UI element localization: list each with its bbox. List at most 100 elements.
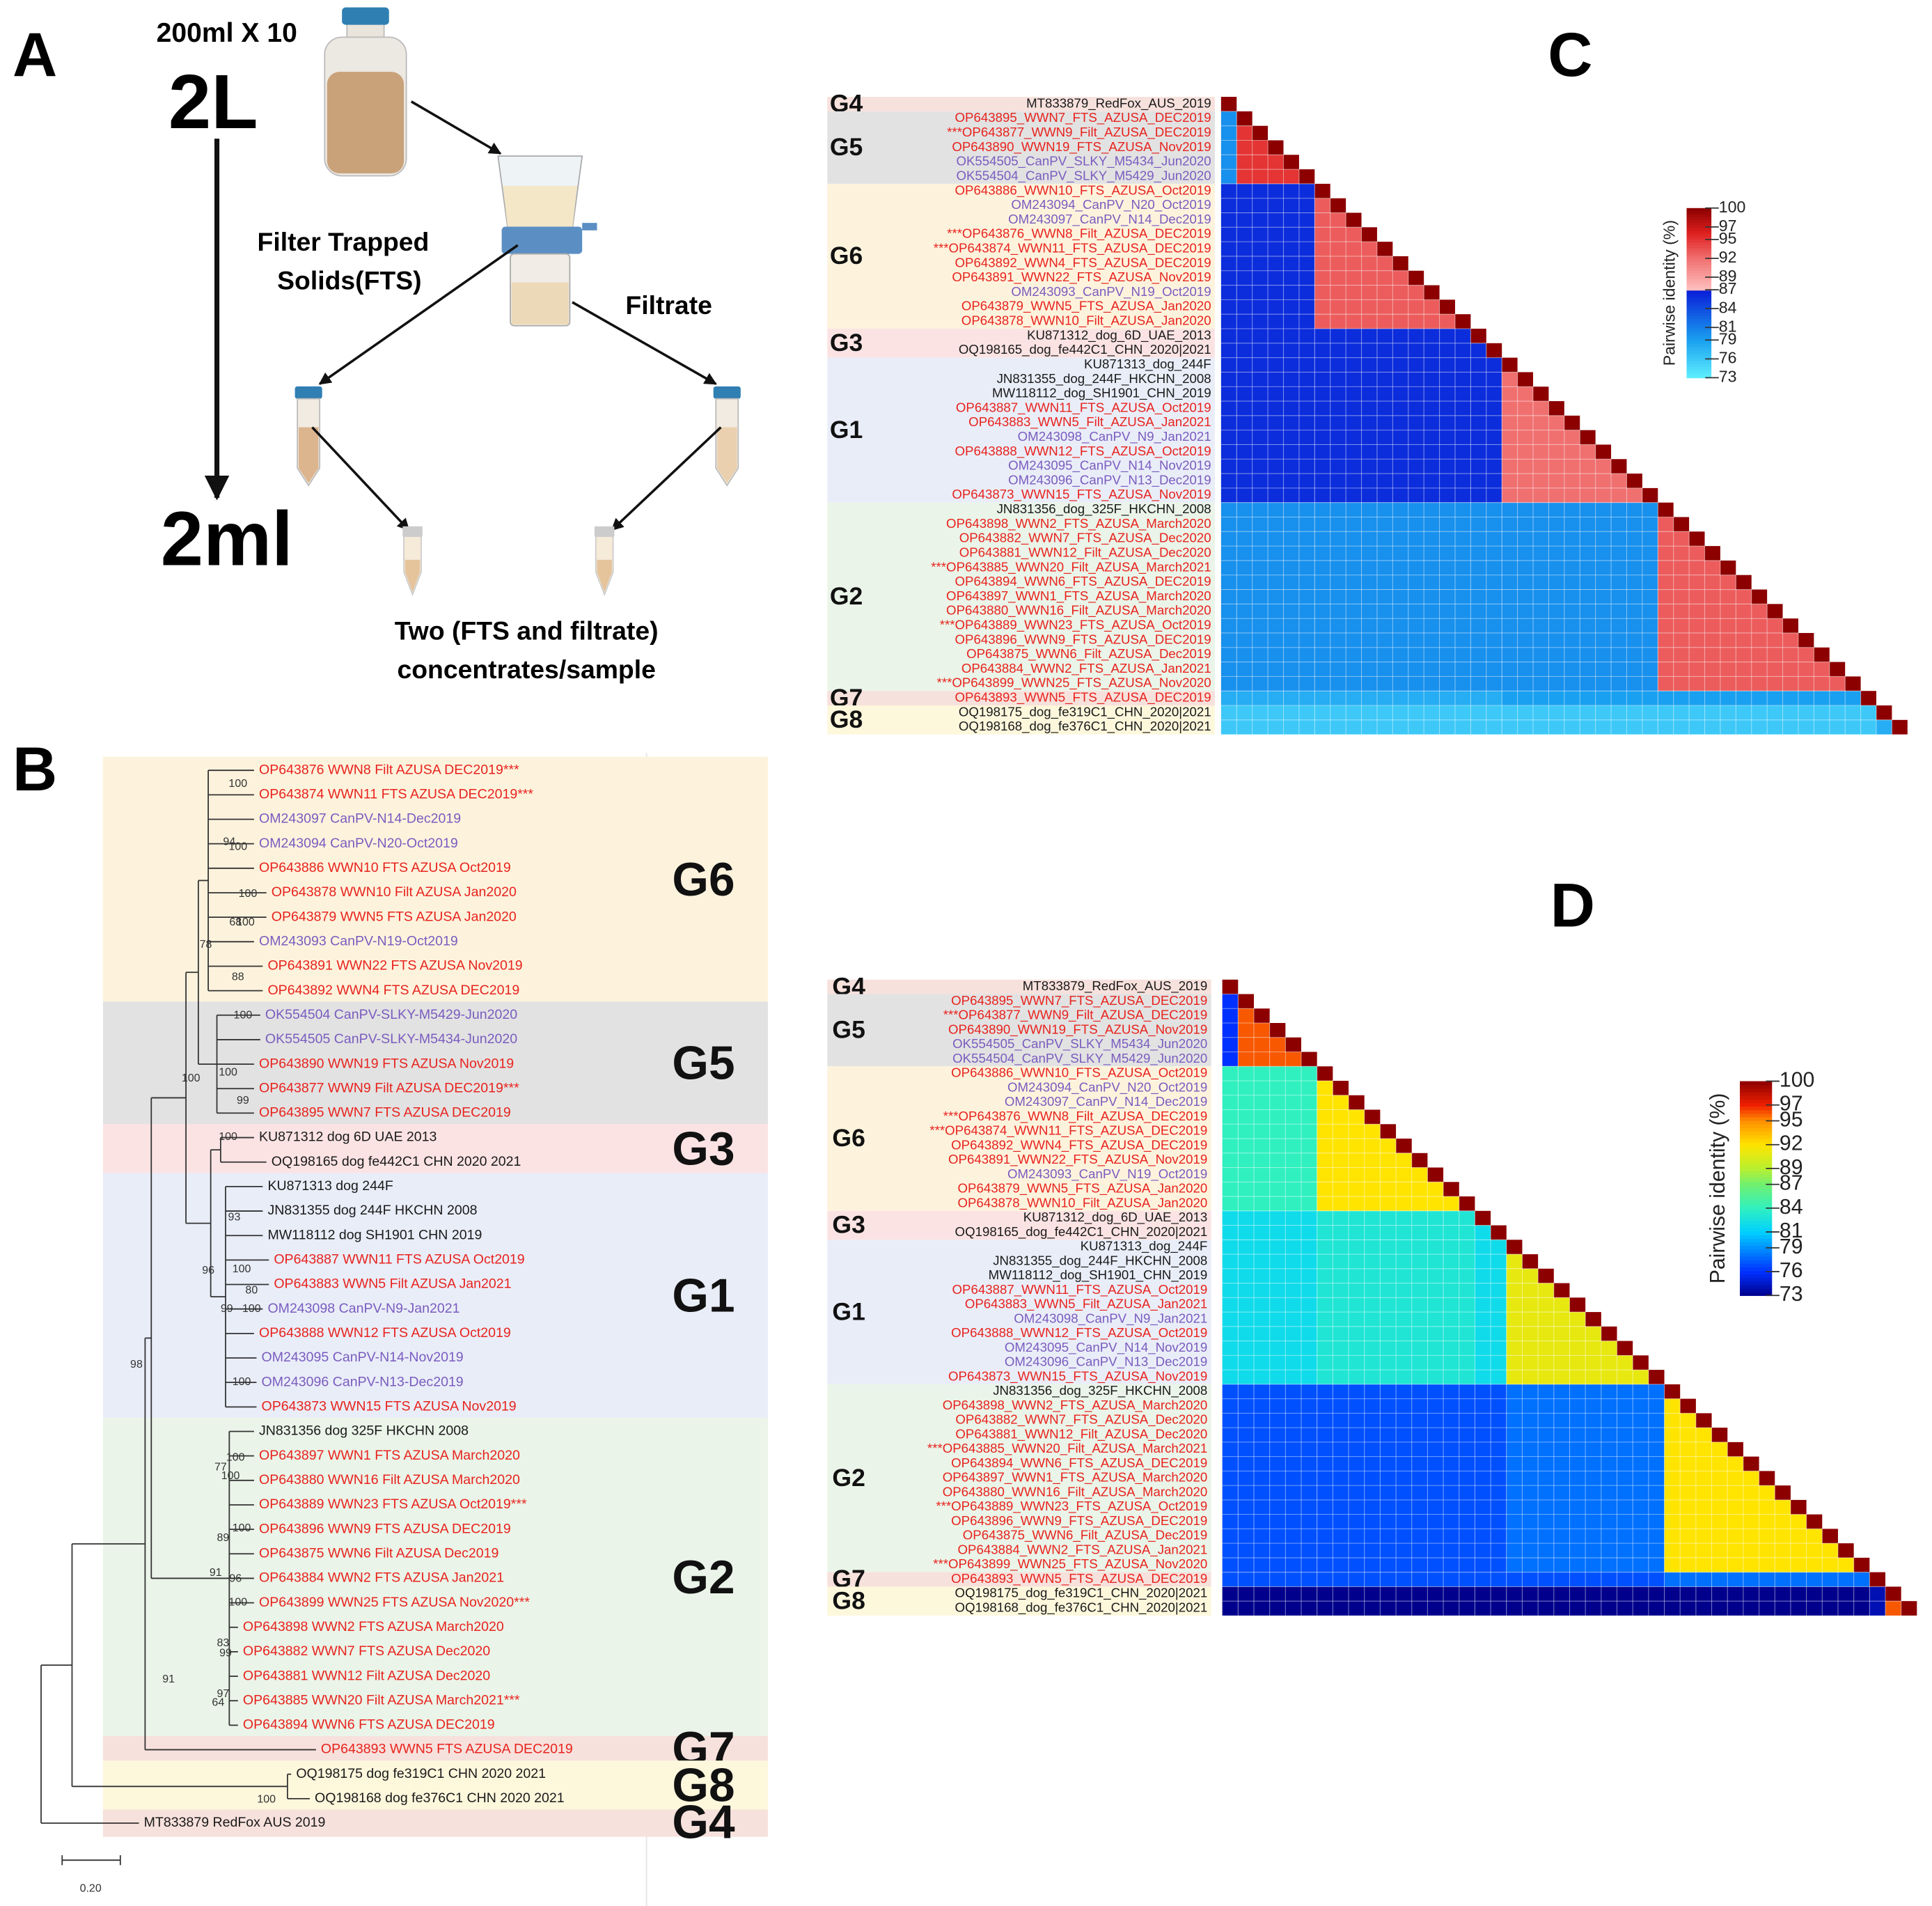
heat-block <box>1869 1586 1885 1616</box>
heat-block <box>1238 1210 1317 1240</box>
heat-block <box>1236 691 1315 705</box>
leaf-label: OK554505 CanPV-SLKY-M5434-Jun2020 <box>265 1031 517 1047</box>
group-box <box>827 691 1215 705</box>
colorbar-segment <box>1686 287 1712 291</box>
colorbar-segment <box>1686 273 1712 276</box>
colorbar-tick-label: 81 <box>1780 1219 1803 1242</box>
heat-block <box>1658 647 1814 662</box>
tube <box>713 386 741 487</box>
colorbar-title: Pairwise identity (%) <box>1660 220 1679 366</box>
heat-cell <box>1751 589 1768 604</box>
heat-block <box>1876 719 1892 735</box>
colorbar-segment <box>1740 1217 1773 1221</box>
leaf-label: OP643893 WWN5 FTS AZUSA DEC2019 <box>321 1742 573 1757</box>
row-label: OP643897_WWN1_FTS_AZUSA_March2020 <box>943 1470 1208 1485</box>
heat-block <box>1506 1254 1523 1269</box>
heat-block <box>1664 1529 1823 1544</box>
leaf-label: OP643877 WWN9 Filt AZUSA DEC2019*** <box>259 1080 519 1095</box>
row-label: MW118112_dog_SH1901_CHN_2019 <box>992 386 1211 401</box>
heat-cell <box>1533 386 1549 402</box>
heat-block <box>1470 343 1486 358</box>
heat-block <box>1658 662 1830 677</box>
group-label: G5 <box>832 1016 865 1044</box>
bootstrap-value: 94 <box>223 836 235 848</box>
colorbar-segment <box>1686 279 1712 283</box>
heat-block <box>1664 1499 1791 1515</box>
colorbar-segment <box>1686 364 1712 367</box>
bootstrap-value: 99 <box>219 1647 232 1659</box>
heat-block <box>1314 198 1330 213</box>
heat-block <box>1238 1066 1317 1211</box>
row-label: ***OP643874_WWN11_FTS_AZUSA_DEC2019 <box>934 240 1211 256</box>
colorbar-segment <box>1686 361 1712 364</box>
row-label: OP643895_WWN7_FTS_AZUSA_DEC2019 <box>951 993 1207 1008</box>
colorbar-segment <box>1740 1195 1773 1200</box>
heat-block <box>1664 1586 1870 1616</box>
row-label: OK554504_CanPV_SLKY_M5429_Jun2020 <box>956 168 1211 183</box>
row-label: OQ198165_dog_fe442C1_CHN_2020|2021 <box>959 342 1211 357</box>
colorbar-tick-label: 97 <box>1719 217 1737 235</box>
colorbar-segment <box>1686 346 1712 350</box>
heat-block <box>1314 227 1362 242</box>
colorbar-segment <box>1686 295 1712 299</box>
heat-block <box>1220 183 1237 329</box>
heat-block <box>1236 705 1315 735</box>
heat-cell <box>1361 227 1377 242</box>
group-label: G3 <box>832 1211 865 1239</box>
heat-cell <box>1633 1355 1649 1370</box>
row-label: OP643880_WWN16_Filt_AZUSA_March2020 <box>943 1484 1208 1499</box>
row-label: KU871313_dog_244F <box>1084 357 1211 372</box>
colorbar-segment <box>1740 1206 1773 1210</box>
heat-cell <box>1380 1124 1397 1139</box>
colorbar-segment <box>1740 1263 1773 1267</box>
heat-cell <box>1252 125 1269 141</box>
heat-cell <box>1411 1153 1428 1168</box>
colorbar-segment <box>1686 304 1712 308</box>
heat-block <box>1502 487 1642 503</box>
leaf-label: OP643898 WWN2 FTS AZUSA March2020 <box>243 1619 504 1634</box>
heat-block <box>1658 676 1846 692</box>
group-label: G6 <box>830 242 863 270</box>
colorbar-segment <box>1686 242 1712 246</box>
result-label: concentrates/sample <box>397 655 655 684</box>
heat-block <box>1317 1124 1381 1139</box>
bootstrap-value: 77 <box>214 1462 227 1474</box>
heat-block <box>1664 1398 1681 1414</box>
colorbar-segment <box>1686 225 1712 228</box>
heat-block <box>1658 604 1768 619</box>
leaf-label: OP643895 WWN7 FTS AZUSA DEC2019 <box>259 1105 511 1120</box>
heat-block <box>1238 1052 1302 1067</box>
bootstrap-value: 100 <box>228 778 247 790</box>
heat-block <box>1502 459 1612 474</box>
colorbar-segment <box>1740 1084 1773 1089</box>
colorbar-segment <box>1740 1249 1773 1253</box>
heat-cell <box>1283 155 1299 170</box>
colorbar-segment <box>1740 1202 1773 1207</box>
row-label: OP643897_WWN1_FTS_AZUSA_March2020 <box>946 588 1211 604</box>
heat-block <box>1475 1586 1507 1616</box>
heat-cell <box>1564 415 1580 430</box>
end-volume: 2ml <box>161 497 293 582</box>
colorbar-segment <box>1740 1185 1773 1189</box>
heat-cell <box>1553 1283 1570 1298</box>
heat-block <box>1317 1153 1412 1168</box>
row-label: OP643892_WWN4_FTS_AZUSA_DEC2019 <box>955 255 1211 270</box>
row-label: OP643898_WWN2_FTS_AZUSA_March2020 <box>946 516 1211 531</box>
colorbar-tick-label: 100 <box>1780 1069 1814 1092</box>
row-label: ***OP643889_WWN23_FTS_AZUSA_Oct2019 <box>940 617 1211 632</box>
row-label: OM243098_CanPV_N9_Jan2021 <box>1018 429 1211 444</box>
row-label: OM243095_CanPV_N14_Nov2019 <box>1008 458 1211 474</box>
heat-block <box>1314 270 1408 286</box>
row-label: OP643891_WWN22_FTS_AZUSA_Nov2019 <box>948 1152 1207 1167</box>
heat-block <box>1470 357 1502 503</box>
heat-block <box>1658 560 1720 575</box>
colorbar-segment <box>1740 1227 1773 1232</box>
heat-block <box>1664 1413 1696 1428</box>
colorbar-segment <box>1740 1181 1773 1185</box>
heat-cell <box>1901 1601 1917 1616</box>
row-label: OP643896_WWN9_FTS_AZUSA_DEC2019 <box>951 1513 1207 1529</box>
heat-block <box>1502 415 1564 430</box>
row-label: OP643881_WWN12_Filt_AZUSA_Dec2020 <box>959 545 1211 560</box>
heat-block <box>1220 691 1237 705</box>
